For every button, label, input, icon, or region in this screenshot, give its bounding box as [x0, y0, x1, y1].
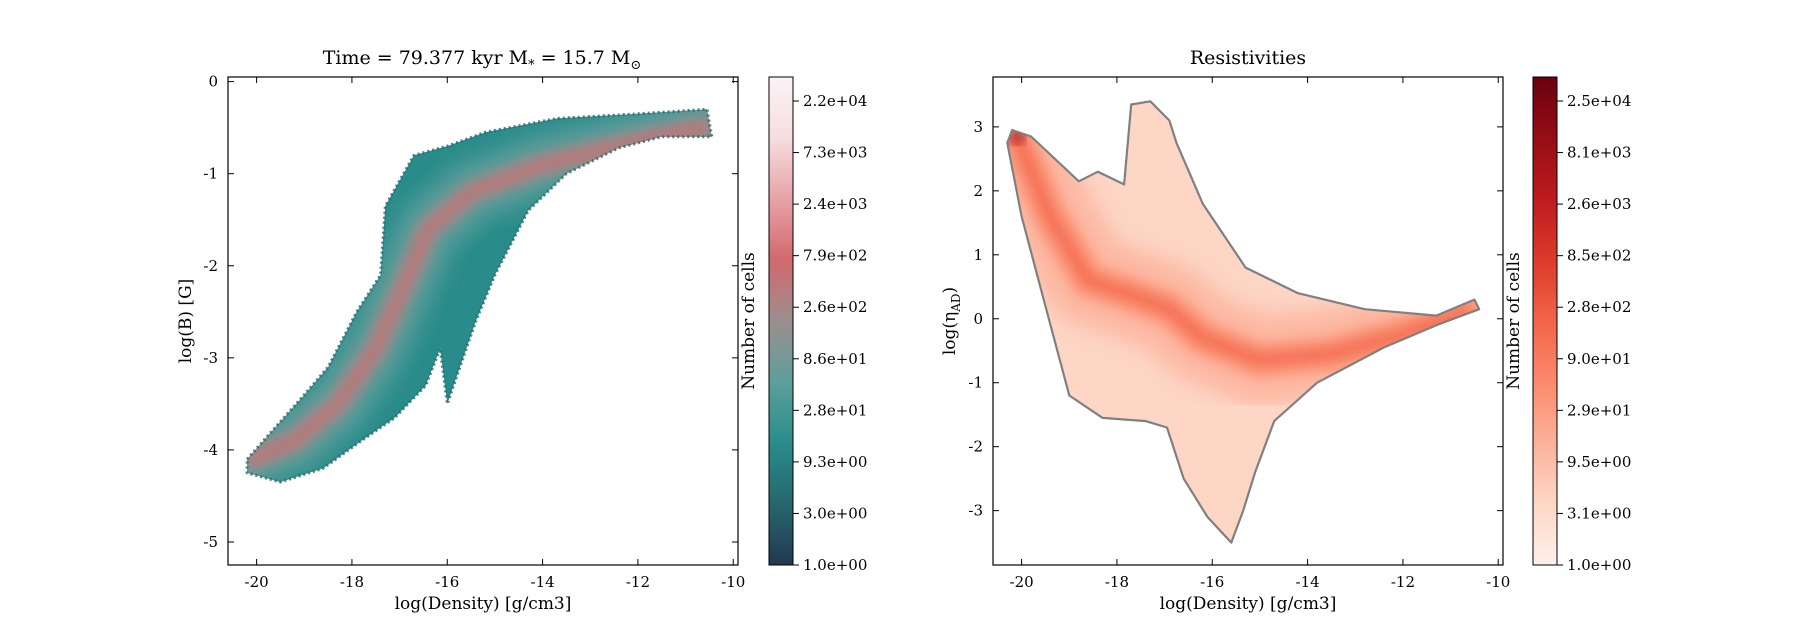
- chart-2-y-tick-label: 2: [973, 182, 983, 200]
- chart-1-y-label: log(B) [G]: [176, 279, 196, 364]
- chart-1-colorbar-gradient: [768, 76, 794, 566]
- chart-1-x-tick-label: -14: [531, 573, 555, 591]
- chart-2-heatmap: [1006, 100, 1481, 544]
- chart-1-colorbar: 1.0e+00 3.0e+00 9.3e+00 2.8e+01 8.6e+01 2.6e+…: [739, 76, 867, 574]
- chart-1-y-tick-label: 0: [208, 73, 218, 91]
- chart-2-colorbar-tick-label: 3.1e+00: [1567, 504, 1631, 522]
- chart-1: Time = 79.377 kyr M* = 15.7 M⊙ -20 -18 -16…: [176, 47, 867, 614]
- chart-1-x-tick-label: -20: [245, 573, 269, 591]
- chart-2-ticks: -20 -18 -16 -14 -12 -10 3 2 1 0 -1 -2 -3: [968, 77, 1510, 591]
- chart-1-colorbar-tick-label: 7.3e+03: [803, 144, 867, 162]
- chart-2-colorbar-ticks: 1.0e+00 3.1e+00 9.5e+00 2.9e+01 9.0e+01 2.8e+…: [1557, 92, 1631, 574]
- chart-2-x-tick-label: -12: [1391, 573, 1415, 591]
- chart-1-x-tick-label: -10: [721, 573, 745, 591]
- chart-2-colorbar-tick-label: 2.6e+03: [1567, 195, 1631, 213]
- chart-1-colorbar-tick-label: 2.6e+02: [803, 298, 867, 316]
- chart-2-colorbar-tick-label: 9.0e+01: [1567, 350, 1631, 368]
- chart-1-ticks: -20 -18 -16 -14 -12 -10 0 -1 -2 -3 -4 -5: [203, 73, 745, 591]
- chart-1-title: Time = 79.377 kyr M* = 15.7 M⊙: [323, 47, 642, 73]
- chart-2-title: Resistivities: [1190, 47, 1306, 69]
- chart-1-colorbar-tick-label: 9.3e+00: [803, 453, 867, 471]
- chart-2-ridge-core: [1011, 131, 1470, 366]
- chart-2-x-tick-label: -18: [1105, 573, 1129, 591]
- chart-2-colorbar-tick-label: 2.5e+04: [1567, 92, 1631, 110]
- chart-2-colorbar-label: Number of cells: [1504, 252, 1524, 390]
- chart-2-colorbar-tick-label: 8.1e+03: [1567, 144, 1631, 162]
- chart-2-x-tick-label: -10: [1486, 573, 1510, 591]
- chart-2-colorbar-tick-label: 2.9e+01: [1567, 401, 1631, 419]
- chart-1-y-tick-label: -2: [203, 257, 218, 275]
- chart-1-y-tick-label: -1: [203, 165, 218, 183]
- chart-1-colorbar-tick-label: 3.0e+00: [803, 504, 867, 522]
- chart-2-x-tick-label: -20: [1010, 573, 1034, 591]
- chart-2-y-tick-label: -3: [968, 502, 983, 520]
- chart-1-ridge-core: [247, 123, 710, 464]
- chart-1-region-edge: [245, 107, 714, 484]
- chart-1-y-tick-label: -3: [203, 349, 218, 367]
- chart-1-colorbar-tick-label: 7.9e+02: [803, 247, 867, 265]
- chart-1-colorbar-tick-label: 2.4e+03: [803, 195, 867, 213]
- chart-2-colorbar-gradient: [1532, 76, 1558, 566]
- chart-1-x-tick-label: -12: [626, 573, 650, 591]
- chart-2-colorbar-tick-label: 9.5e+00: [1567, 453, 1631, 471]
- chart-2-x-label: log(Density) [g/cm3]: [1160, 594, 1337, 614]
- chart-2-y-label: log(ηAD): [940, 287, 963, 355]
- chart-2-axes-frame: [992, 76, 1504, 566]
- chart-1-y-tick-label: -4: [203, 441, 218, 459]
- chart-1-colorbar-tick-label: 8.6e+01: [803, 350, 867, 368]
- chart-1-y-tick-label: -5: [203, 533, 218, 551]
- chart-2-colorbar-tick-label: 2.8e+02: [1567, 298, 1631, 316]
- chart-1-x-tick-label: -18: [340, 573, 364, 591]
- chart-2-y-tick-label: -2: [968, 438, 983, 456]
- chart-1-heatmap: [245, 107, 714, 484]
- chart-1-axes-frame: [227, 76, 739, 566]
- chart-2-colorbar-tick-label: 8.5e+02: [1567, 247, 1631, 265]
- chart-2-contour: [1006, 100, 1481, 544]
- chart-1-colorbar-label: Number of cells: [739, 252, 759, 390]
- chart-2-x-tick-label: -16: [1200, 573, 1224, 591]
- chart-2: Resistivities -20 -18 -16 -14 -12 -103210-1-2…: [940, 47, 1631, 614]
- chart-2-x-tick-label: -14: [1296, 573, 1320, 591]
- chart-1-colorbar-tick-label: 2.2e+04: [803, 92, 867, 110]
- chart-1-colorbar-tick-label: 1.0e+00: [803, 556, 867, 574]
- chart-1-x-label: log(Density) [g/cm3]: [395, 594, 572, 614]
- chart-2-y-tick-label: 0: [973, 310, 983, 328]
- chart-1-colorbar-tick-label: 2.8e+01: [803, 401, 867, 419]
- chart-2-colorbar-tick-label: 1.0e+00: [1567, 556, 1631, 574]
- chart-1-x-tick-label: -16: [435, 573, 459, 591]
- chart-2-y-tick-label: 3: [973, 118, 983, 136]
- chart-2-y-tick-label: 1: [973, 246, 983, 264]
- chart-2-y-tick-label: -1: [968, 374, 983, 392]
- chart-2-colorbar: 1.0e+00 3.1e+00 9.5e+00 2.9e+01 9.0e+01 2.8e+…: [1504, 76, 1631, 574]
- chart-1-colorbar-ticks: 1.0e+00 3.0e+00 9.3e+00 2.8e+01 8.6e+01 2.6e+…: [793, 92, 867, 574]
